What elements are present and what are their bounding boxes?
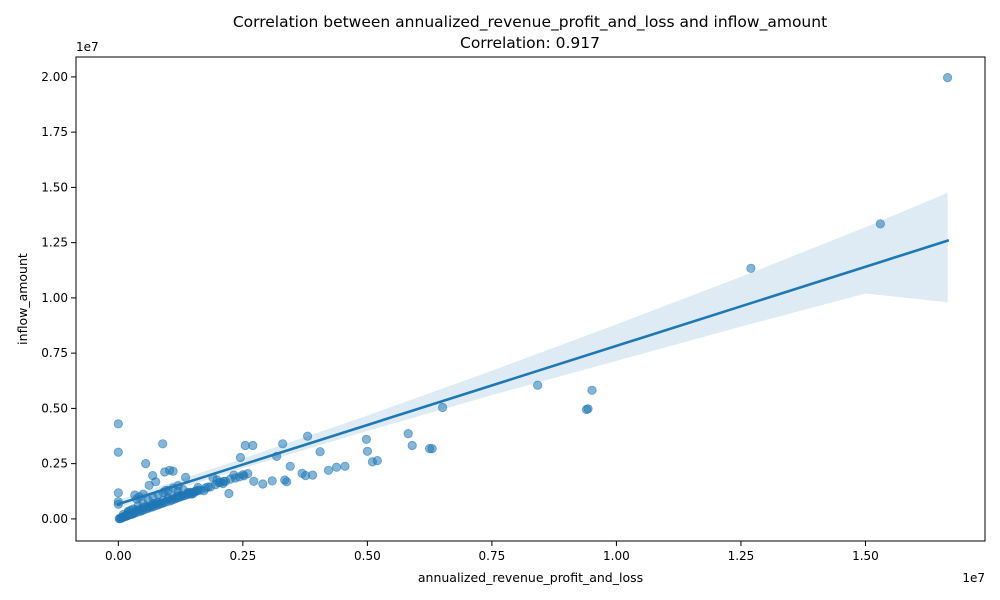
data-point bbox=[362, 446, 372, 456]
data-point bbox=[280, 475, 290, 485]
y-axis-label: inflow_amount bbox=[15, 253, 30, 345]
data-point bbox=[113, 447, 123, 457]
data-point bbox=[128, 508, 138, 519]
data-point bbox=[302, 431, 313, 441]
data-point bbox=[240, 440, 250, 451]
data-point bbox=[533, 380, 543, 390]
data-point bbox=[249, 476, 259, 486]
x-tick-label: 0.00 bbox=[105, 549, 132, 563]
data-point bbox=[192, 486, 202, 496]
data-point bbox=[315, 447, 325, 457]
data-point bbox=[942, 73, 953, 83]
data-point bbox=[307, 470, 318, 480]
data-point bbox=[158, 439, 168, 449]
points-layer bbox=[113, 73, 953, 524]
data-point bbox=[407, 440, 417, 451]
data-point bbox=[224, 488, 234, 499]
data-point bbox=[141, 458, 151, 469]
y-tick-label: 1.00 bbox=[41, 291, 68, 305]
data-point bbox=[875, 219, 886, 229]
y-axis-offset-text: 1e7 bbox=[76, 40, 99, 54]
data-point bbox=[403, 428, 413, 439]
y-tick-label: 0.00 bbox=[41, 512, 68, 526]
x-tick-label: 0.50 bbox=[354, 549, 381, 563]
x-tick-label: 1.50 bbox=[852, 549, 879, 563]
y-tick-label: 2.00 bbox=[41, 70, 68, 84]
x-tick-label: 1.25 bbox=[728, 549, 755, 563]
x-tick-label: 0.25 bbox=[229, 549, 256, 563]
regression-line bbox=[116, 239, 950, 506]
y-offset-base: 1e7 bbox=[76, 40, 99, 54]
data-point bbox=[235, 452, 245, 463]
data-point bbox=[581, 404, 592, 415]
data-point bbox=[285, 461, 295, 471]
data-point bbox=[258, 479, 268, 489]
x-tick-label: 0.75 bbox=[479, 549, 506, 563]
data-point bbox=[113, 419, 123, 429]
data-point bbox=[424, 443, 435, 454]
x-axis-offset-text: 1e7 bbox=[962, 571, 985, 585]
y-tick-label: 1.25 bbox=[41, 236, 68, 250]
data-point bbox=[113, 488, 123, 498]
y-tick-label: 1.75 bbox=[41, 125, 68, 139]
data-point bbox=[361, 434, 371, 444]
x-axis-ticks: 0.00 0.25 0.50 0.75 1.00 1.25 1.50 bbox=[105, 541, 879, 563]
data-point bbox=[437, 402, 448, 413]
y-axis-ticks: 0.00 0.25 0.50 0.75 1.00 1.25 1.50 1.75 2.00 bbox=[41, 70, 76, 526]
y-tick-label: 0.25 bbox=[41, 457, 68, 471]
x-offset-base: 1e7 bbox=[962, 571, 985, 585]
data-point bbox=[160, 467, 170, 477]
plot-frame bbox=[75, 56, 986, 542]
data-point bbox=[267, 476, 277, 486]
data-point bbox=[297, 468, 307, 478]
chart-subtitle: Correlation: 0.917 bbox=[460, 34, 600, 52]
data-point bbox=[278, 439, 288, 449]
data-point bbox=[181, 472, 191, 482]
y-tick-label: 0.75 bbox=[41, 346, 68, 360]
regression-line-layer bbox=[116, 239, 950, 506]
y-tick-label: 1.50 bbox=[41, 180, 68, 194]
data-point bbox=[323, 465, 334, 475]
x-tick-label: 1.00 bbox=[603, 549, 630, 563]
chart-title: Correlation between annualized_revenue_p… bbox=[233, 13, 827, 32]
x-axis-label: annualized_revenue_profit_and_loss bbox=[418, 570, 643, 585]
data-point bbox=[587, 385, 597, 395]
y-tick-label: 0.50 bbox=[41, 401, 68, 415]
data-point bbox=[340, 461, 350, 471]
data-point bbox=[144, 480, 154, 490]
data-point bbox=[372, 455, 382, 466]
data-point bbox=[243, 468, 253, 479]
data-point bbox=[331, 462, 342, 472]
data-point bbox=[746, 263, 756, 273]
data-point bbox=[148, 470, 158, 481]
